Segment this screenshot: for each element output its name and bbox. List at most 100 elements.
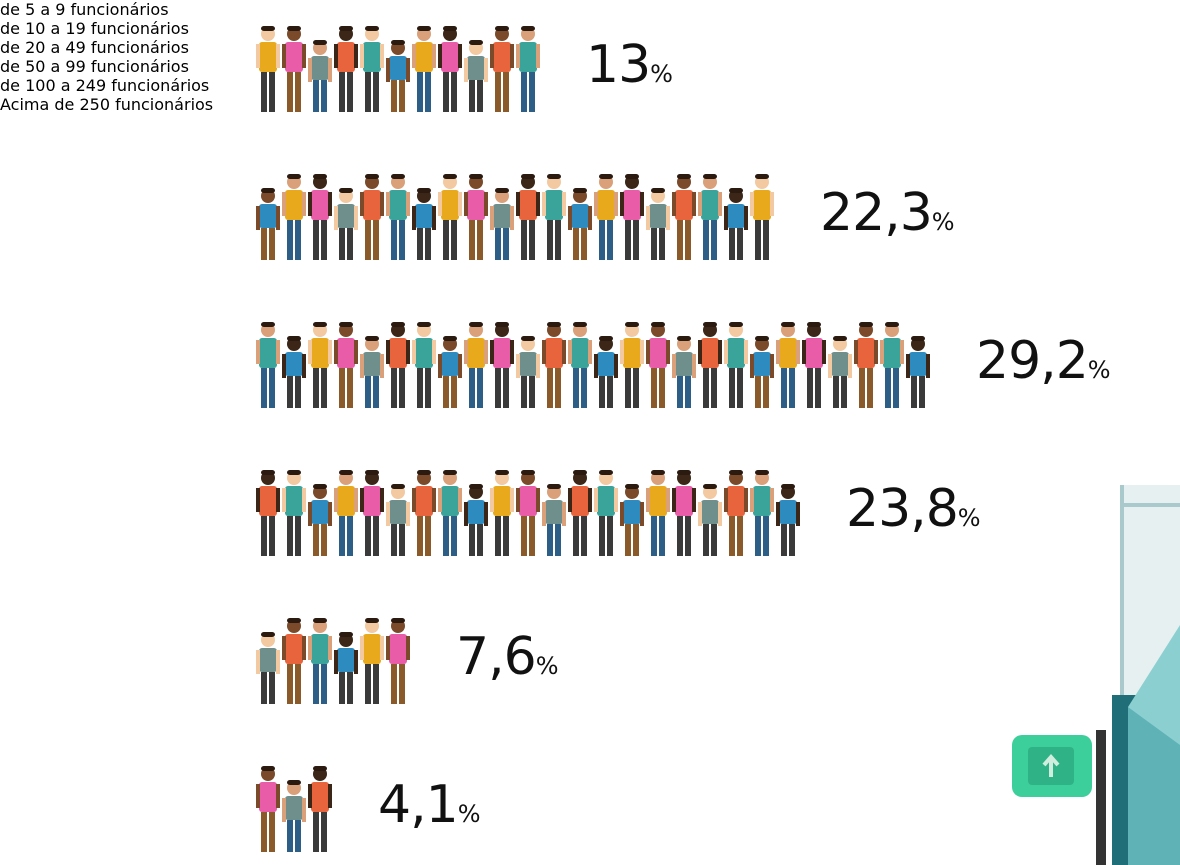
- person-icon: [698, 484, 722, 556]
- shirt: [467, 56, 485, 80]
- leg-left: [885, 368, 891, 408]
- leg-left: [339, 672, 345, 704]
- hair: [443, 336, 457, 341]
- hair: [287, 470, 301, 475]
- shirt: [545, 338, 563, 368]
- arm-left: [438, 192, 442, 216]
- person-icon: [490, 470, 514, 556]
- hair: [651, 322, 665, 327]
- shirt: [363, 486, 381, 516]
- shirt: [389, 500, 407, 524]
- shirt: [597, 352, 615, 376]
- leg-left: [625, 524, 631, 556]
- leg-left: [443, 72, 449, 112]
- leg-left: [599, 376, 605, 408]
- hair: [365, 26, 379, 31]
- leg-left: [495, 72, 501, 112]
- leg-right: [711, 220, 717, 260]
- hair: [313, 40, 327, 45]
- shirt: [571, 204, 589, 228]
- category-label: Acima de 250 funcionários: [0, 95, 214, 114]
- arm-left: [516, 44, 520, 68]
- arm-left: [282, 354, 286, 378]
- arm-left: [412, 206, 416, 230]
- person-icon: [256, 766, 280, 852]
- arm-right: [302, 192, 306, 216]
- shirt: [701, 190, 719, 220]
- shirt: [389, 338, 407, 368]
- value-label: 22,3%: [820, 183, 955, 243]
- hair: [859, 322, 873, 327]
- shirt: [311, 190, 329, 220]
- shirt: [545, 500, 563, 524]
- arm-left: [334, 206, 338, 230]
- hair: [781, 484, 795, 489]
- leg-right: [789, 524, 795, 556]
- value-label: 4,1%: [378, 775, 481, 835]
- leg-left: [365, 220, 371, 260]
- arm-right: [276, 340, 280, 364]
- shirt: [779, 338, 797, 368]
- leg-right: [529, 516, 535, 556]
- leg-left: [261, 516, 267, 556]
- leg-right: [425, 228, 431, 260]
- arm-left: [386, 340, 390, 364]
- person-icon: [672, 336, 696, 408]
- value-label: 13%: [586, 35, 673, 95]
- hair: [469, 484, 483, 489]
- arm-right: [666, 340, 670, 364]
- pictogram-bar: [255, 612, 434, 704]
- leg-right: [451, 376, 457, 408]
- arm-right: [588, 340, 592, 364]
- person-icon: [854, 322, 878, 408]
- category-label: de 50 a 99 funcionários: [0, 57, 189, 76]
- arm-right: [614, 192, 618, 216]
- leg-right: [425, 368, 431, 408]
- leg-right: [555, 368, 561, 408]
- person-icon: [308, 174, 332, 260]
- leg-left: [469, 80, 475, 112]
- leg-left: [365, 376, 371, 408]
- leg-right: [503, 228, 509, 260]
- leg-left: [417, 368, 423, 408]
- leg-right: [529, 376, 535, 408]
- leg-left: [547, 368, 553, 408]
- hair: [729, 322, 743, 327]
- leg-right: [347, 516, 353, 556]
- arm-left: [256, 650, 260, 674]
- arm-right: [432, 488, 436, 512]
- person-icon: [516, 26, 540, 112]
- hair: [521, 470, 535, 475]
- leg-right: [529, 220, 535, 260]
- leg-right: [399, 664, 405, 704]
- person-icon: [516, 470, 540, 556]
- hair: [417, 322, 431, 327]
- hair: [261, 632, 275, 637]
- hair: [599, 174, 613, 179]
- hair: [469, 322, 483, 327]
- arm-right: [562, 502, 566, 526]
- arm-right: [536, 488, 540, 512]
- arm-left: [334, 488, 338, 512]
- arm-right: [432, 206, 436, 230]
- arm-right: [302, 798, 306, 822]
- hair: [599, 470, 613, 475]
- leg-right: [685, 516, 691, 556]
- arm-right: [666, 488, 670, 512]
- hair: [469, 174, 483, 179]
- hair: [755, 470, 769, 475]
- hair: [261, 322, 275, 327]
- arm-right: [744, 488, 748, 512]
- person-icon: [464, 174, 488, 260]
- pictogram-bar: [255, 168, 779, 260]
- leg-right: [815, 368, 821, 408]
- leg-left: [807, 368, 813, 408]
- leg-left: [417, 228, 423, 260]
- hair: [495, 470, 509, 475]
- shirt: [467, 500, 485, 524]
- arm-left: [282, 798, 286, 822]
- arm-left: [776, 502, 780, 526]
- person-icon: [750, 336, 774, 408]
- arm-right: [380, 636, 384, 660]
- person-icon: [256, 632, 280, 704]
